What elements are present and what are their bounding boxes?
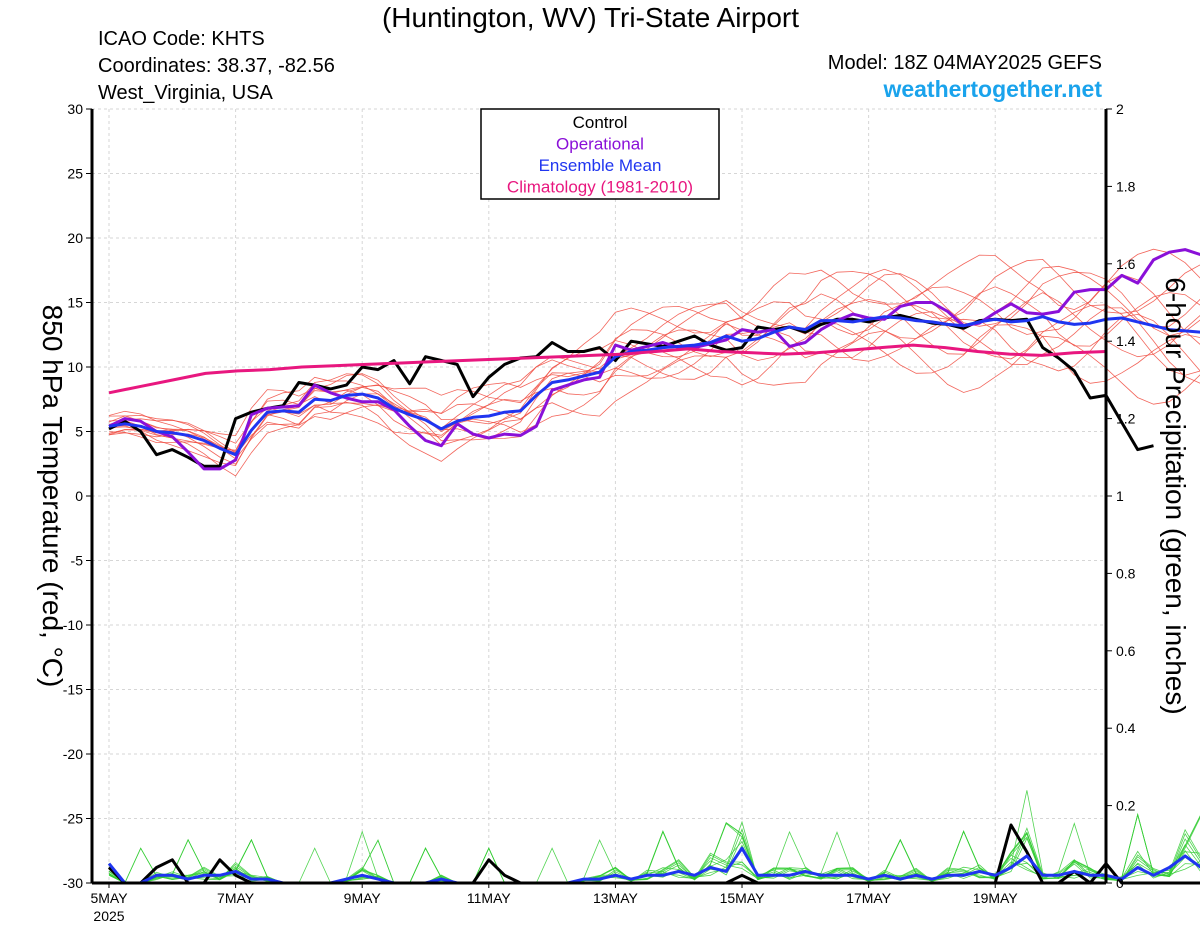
x-tick-label: 19MAY: [973, 890, 1019, 906]
y2-tick-label: 1.2: [1116, 411, 1136, 427]
y2-tick-label: 0.4: [1116, 720, 1136, 736]
y2-axis-title: 6-hour Precipitation (green, inches): [1160, 277, 1191, 714]
coordinates: Coordinates: 38.37, -82.56: [98, 55, 335, 77]
x-tick-label: 13MAY: [593, 890, 639, 906]
x-tick-label: 11MAY: [467, 890, 511, 906]
website-link[interactable]: weathertogether.net: [883, 76, 1102, 102]
x-tick-label: 9MAY: [344, 890, 382, 906]
icao-code: ICAO Code: KHTS: [98, 28, 265, 50]
x-tick-label: 15MAY: [720, 890, 766, 906]
legend-ensemble-mean: Ensemble Mean: [539, 156, 662, 175]
temperature-member-line: [108, 258, 1200, 452]
control-precipitation-line: [107, 823, 1200, 885]
temperature-member-line: [108, 286, 1200, 451]
y2-tick-label: 0.2: [1116, 798, 1136, 814]
temperature-member-line: [108, 307, 1200, 456]
x-tick-label: 17MAY: [846, 890, 892, 906]
y-tick-label: 20: [67, 230, 83, 246]
x-tick-label: 7MAY: [217, 890, 255, 906]
temperature-member-line: [108, 271, 1200, 454]
climatology-line: [108, 343, 1107, 395]
y2-tick-label: 1.6: [1116, 256, 1136, 272]
operational-temperature-line: [108, 248, 1200, 471]
y-tick-label: 0: [75, 488, 83, 504]
chart-title: (Huntington, WV) Tri-State Airport: [381, 2, 800, 33]
y-tick-label: 25: [67, 166, 83, 182]
y-axis-title: 850 hPa Temperature (red, °C): [37, 305, 68, 688]
y-tick-label: 5: [75, 424, 83, 440]
ensemble-mean-temperature-line: [108, 315, 1200, 457]
legend-climatology: Climatology (1981-2010): [507, 178, 693, 197]
y2-tick-label: 1: [1116, 488, 1124, 504]
x-tick-label: 5MAY: [90, 890, 128, 906]
y2-tick-label: 1.4: [1116, 333, 1136, 349]
y2-tick-label: 2: [1116, 101, 1124, 117]
legend-box: [480, 108, 720, 200]
y-tick-label: -5: [71, 553, 84, 569]
x-tick-year: 2025: [93, 908, 124, 924]
y2-tick-label: 1.8: [1116, 178, 1136, 194]
temperature-members-group: [108, 248, 1200, 477]
temperature-member-line: [108, 323, 1200, 467]
legend-control: Control: [573, 113, 628, 132]
temperature-member-line: [108, 330, 1200, 477]
y-tick-label: 30: [67, 101, 83, 117]
y-tick-label: -30: [63, 875, 83, 891]
temperature-member-line: [108, 274, 1200, 444]
region: West_Virginia, USA: [98, 82, 273, 104]
temperature-member-line: [108, 265, 1200, 455]
y2-tick-label: 0.6: [1116, 643, 1136, 659]
model-run: Model: 18Z 04MAY2025 GEFS: [827, 52, 1102, 74]
y-tick-label: 15: [67, 295, 83, 311]
control-temperature-line: [108, 313, 1154, 468]
y-tick-label: -20: [63, 746, 83, 762]
temperature-member-line: [108, 304, 1200, 460]
y2-tick-label: 0.8: [1116, 565, 1136, 581]
y-tick-label: -25: [63, 811, 83, 827]
y-tick-label: -15: [63, 682, 83, 698]
legend-operational: Operational: [556, 135, 644, 154]
y2-tick-label: 0: [1116, 875, 1124, 891]
y-tick-label: 10: [67, 359, 83, 375]
y-tick-label: -10: [63, 617, 83, 633]
